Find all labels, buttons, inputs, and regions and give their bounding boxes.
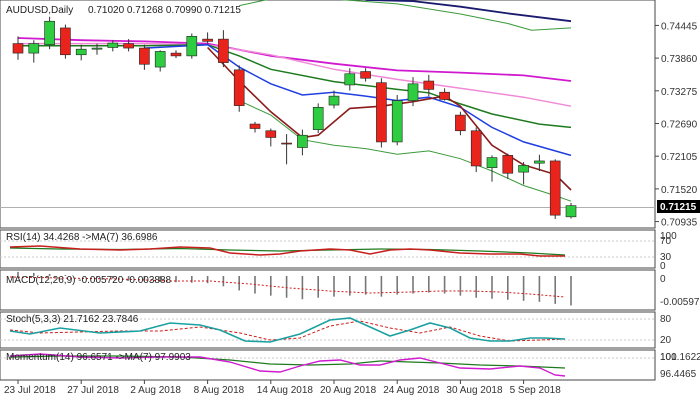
ohlc-label: 0.71020 0.71268 0.70990 0.71215: [88, 5, 241, 16]
stoch-label: Stoch(5,3,3) 21.7162 23.7846: [6, 314, 139, 325]
bullish-candle: [297, 134, 308, 148]
macd-label: MACD(12,26,9) -0.005720 -0.003888: [6, 275, 172, 286]
bearish-candle: [123, 43, 134, 49]
rsi-scale-30: 30: [660, 252, 672, 263]
momentum-scale-top: 101.1622: [660, 352, 700, 363]
bearish-candle: [170, 52, 182, 57]
date-label: 20 Aug 2018: [320, 385, 377, 396]
band-green-upper-line: [239, 0, 572, 31]
bearish-candle: [549, 160, 561, 216]
stoch-signal-line: [9, 320, 566, 342]
momentum-label: Momentum(14) 96.6571 ->MA(7) 97.9903: [6, 352, 191, 363]
bearish-candle: [218, 38, 229, 63]
date-label: 5 Sep 2018: [510, 385, 562, 396]
bearish-candle: [470, 130, 482, 167]
price-tick-label: 0.70935: [661, 218, 698, 229]
bearish-candle: [281, 142, 292, 145]
macd-panel: MACD(12,26,9) -0.005720 -0.003888 0 -0.0…: [0, 269, 700, 311]
stoch-scale-80: 80: [660, 314, 672, 325]
rsi-line: [9, 245, 565, 257]
date-label: 30 Aug 2018: [446, 385, 503, 396]
momentum-line: [9, 353, 566, 377]
bearish-candle: [376, 82, 387, 143]
momentum-ma-line: [9, 355, 566, 369]
bearish-candle: [60, 27, 71, 56]
rsi-scale-0: 0: [660, 261, 666, 272]
ma-navy-line: [365, 0, 572, 23]
bullish-candle: [44, 20, 55, 46]
bearish-candle: [139, 47, 150, 65]
bullish-candle: [518, 165, 529, 173]
bullish-candle: [186, 36, 198, 57]
bearish-candle: [502, 155, 514, 174]
bullish-candle: [107, 42, 119, 48]
bullish-candle: [91, 47, 103, 50]
bullish-candle: [565, 205, 577, 218]
bullish-candle: [407, 83, 419, 101]
bullish-candle: [486, 157, 498, 168]
macd-scale-0: 0: [660, 274, 666, 285]
bullish-candle: [391, 100, 403, 143]
bullish-candle: [312, 106, 324, 130]
price-tick-label: 0.74445: [661, 21, 698, 32]
bearish-candle: [265, 130, 277, 138]
current-price-value: 0.71215: [660, 202, 697, 213]
rsi-scale-70: 70: [660, 236, 672, 247]
date-label: 14 Aug 2018: [257, 385, 314, 396]
macd-signal-line: [9, 276, 566, 298]
price-tick-label: 0.73275: [661, 87, 698, 98]
stoch-scale-20: 20: [660, 335, 672, 346]
momentum-panel: Momentum(14) 96.6571 ->MA(7) 97.9903 101…: [0, 349, 700, 381]
bearish-candle: [423, 80, 435, 90]
bullish-candle: [534, 160, 545, 164]
price-panel: AUDUSD,Daily 0.71020 0.71268 0.70990 0.7…: [0, 0, 700, 229]
stoch-panel-border: [0, 311, 656, 349]
price-panel-border: [0, 0, 656, 229]
momentum-scale-100: 100: [660, 352, 677, 363]
bullish-candle: [154, 51, 166, 68]
stoch-main-line: [9, 317, 566, 343]
date-label: 8 Aug 2018: [194, 385, 245, 396]
price-tick-label: 0.72690: [661, 120, 698, 131]
date-label: 2 Aug 2018: [130, 385, 181, 396]
bullish-candle: [328, 95, 340, 106]
current-price-tag: [657, 200, 700, 213]
bearish-candle: [360, 71, 371, 79]
momentum-scale-bottom: 96.4465: [660, 369, 697, 380]
macd-panel-border: [0, 269, 656, 311]
macd-scale-min: -0.005973: [660, 297, 700, 308]
stoch-panel: Stoch(5,3,3) 21.7162 23.7846 80 20: [0, 311, 672, 349]
bearish-candle: [439, 91, 450, 100]
date-label: 24 Aug 2018: [383, 385, 440, 396]
price-tick-label: 0.71520: [661, 185, 698, 196]
bearish-candle: [249, 123, 261, 129]
bullish-candle: [344, 73, 356, 86]
rsi-scale-100: 100: [660, 231, 677, 242]
rsi-panel: RSI(14) 34.4268 ->MA(7) 36.6986 100 70 3…: [0, 229, 677, 272]
time-axis: 23 Jul 2018 27 Jul 2018 2 Aug 2018 8 Aug 20…: [4, 380, 561, 396]
price-tick-label: 0.73860: [661, 54, 698, 65]
rsi-label: RSI(14) 34.4268 ->MA(7) 36.6986: [6, 232, 158, 243]
date-label: 23 Jul 2018: [4, 385, 56, 396]
rsi-panel-border: [0, 229, 656, 269]
bearish-candle: [233, 69, 245, 106]
bullish-candle: [28, 43, 40, 54]
price-tick-label: 0.72105: [661, 152, 698, 163]
symbol-label: AUDUSD,Daily: [6, 5, 73, 16]
bearish-candle: [12, 43, 24, 54]
bullish-candle: [75, 48, 87, 56]
bearish-candle: [202, 38, 213, 42]
bearish-candle: [455, 114, 466, 132]
date-label: 27 Jul 2018: [67, 385, 119, 396]
momentum-panel-border: [0, 349, 656, 381]
